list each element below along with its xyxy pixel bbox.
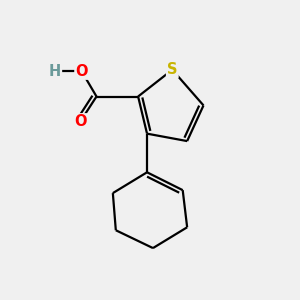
Text: S: S bbox=[167, 62, 178, 77]
Text: O: O bbox=[74, 114, 86, 129]
Text: H: H bbox=[49, 64, 61, 79]
Text: O: O bbox=[75, 64, 88, 79]
